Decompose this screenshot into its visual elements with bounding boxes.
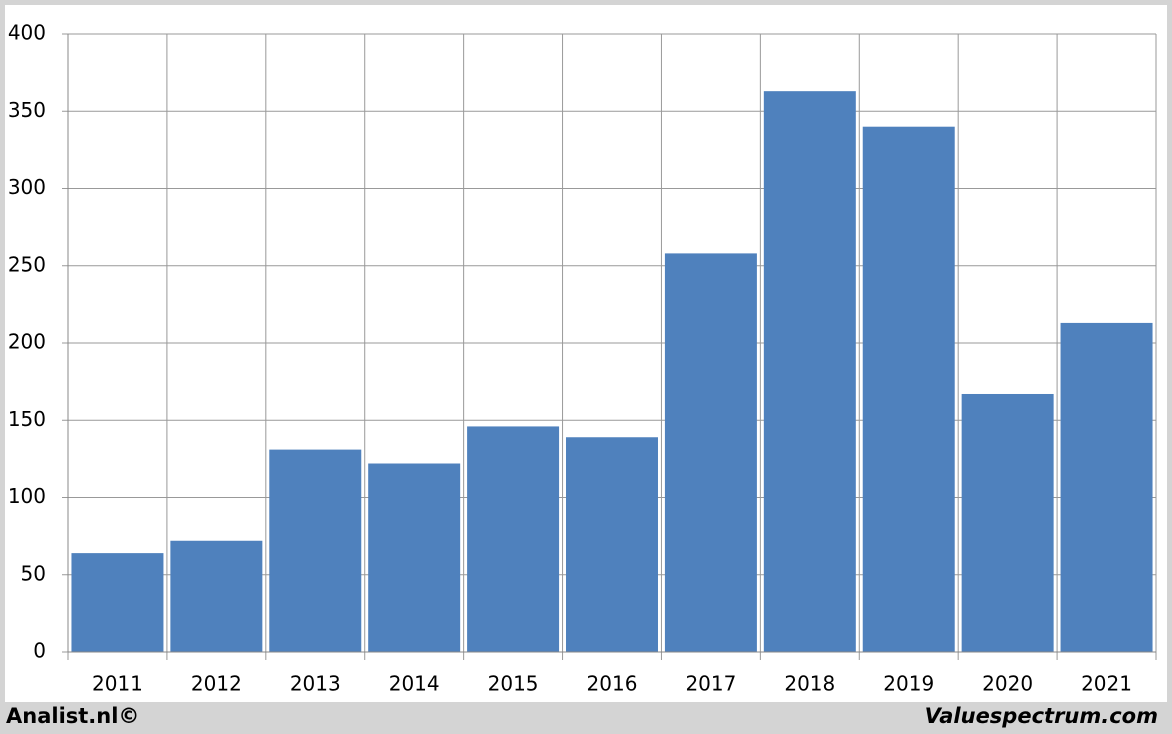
- bar: [467, 426, 560, 652]
- bar: [71, 553, 164, 652]
- y-tick-label: 250: [8, 252, 46, 276]
- x-tick-label: 2013: [290, 672, 341, 696]
- y-tick-label: 350: [8, 98, 46, 122]
- x-tick-label: 2019: [883, 672, 934, 696]
- x-tick-label: 2018: [784, 672, 835, 696]
- x-tick-label: 2017: [685, 672, 736, 696]
- bar: [1060, 322, 1153, 652]
- y-tick-label: 200: [8, 330, 46, 354]
- x-tick-label: 2014: [389, 672, 440, 696]
- x-tick-label: 2015: [488, 672, 539, 696]
- bar: [566, 437, 658, 652]
- y-tick-label: 400: [8, 21, 46, 45]
- y-tick-label: 50: [21, 561, 46, 585]
- y-tick-label: 150: [8, 407, 46, 431]
- x-tick-label: 2020: [982, 672, 1033, 696]
- footer-right: Valuespectrum.com: [925, 704, 1158, 728]
- bar: [664, 253, 757, 652]
- x-tick-label: 2012: [191, 672, 242, 696]
- bar: [961, 393, 1054, 652]
- bar: [368, 463, 461, 652]
- footer-left: Analist.nl©: [6, 704, 139, 728]
- bar: [862, 126, 955, 652]
- x-tick-label: 2011: [92, 672, 143, 696]
- y-tick-label: 100: [8, 484, 46, 508]
- bar: [170, 540, 263, 652]
- bar: [763, 91, 856, 653]
- bar: [269, 449, 362, 652]
- y-tick-label: 300: [8, 175, 46, 199]
- y-tick-label: 0: [33, 639, 46, 663]
- x-tick-label: 2016: [587, 672, 638, 696]
- x-tick-label: 2021: [1081, 672, 1132, 696]
